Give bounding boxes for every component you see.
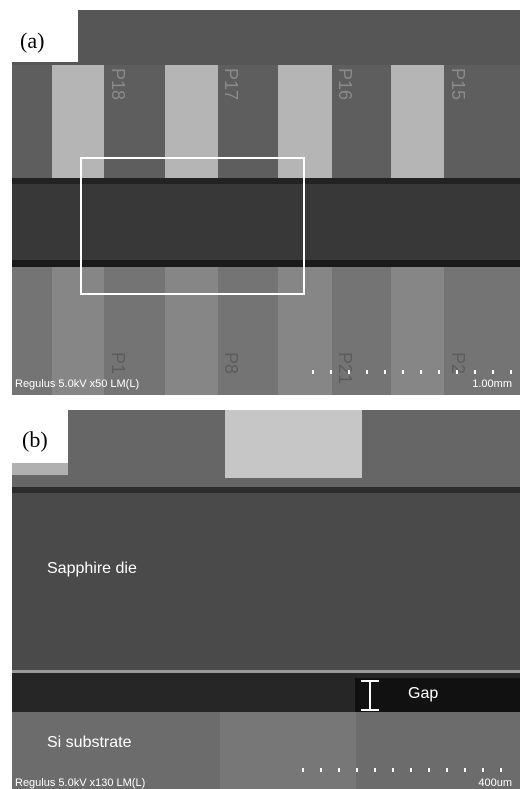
- figure: P18 P17 P16 P15 P1 P8 P21 P2 Regulus 5.0…: [0, 0, 520, 789]
- pad: [391, 65, 444, 180]
- gap-label: Gap: [408, 685, 438, 702]
- pad-label: P8: [221, 352, 241, 374]
- info-bar: Regulus 5.0kV x130 LM(L): [15, 777, 145, 789]
- pad-label: P16: [335, 68, 355, 100]
- pad-label: P15: [448, 68, 468, 100]
- die: [12, 180, 520, 265]
- panel-label: (b): [22, 427, 48, 452]
- panel-b: Sapphire die Si substrate Gap Regulus 5.…: [0, 410, 520, 789]
- edge: [12, 178, 520, 184]
- pad: [52, 65, 104, 180]
- pad-label: P1: [108, 352, 128, 374]
- panel-label: (a): [20, 28, 44, 53]
- substrate-label: Si substrate: [47, 734, 132, 751]
- pad: [165, 65, 218, 180]
- edge: [12, 670, 520, 673]
- die: [12, 493, 520, 672]
- edge: [12, 260, 520, 267]
- scale-label: 1.00mm: [472, 378, 512, 390]
- pad: [391, 267, 444, 395]
- pad: [52, 267, 104, 395]
- pad: [165, 267, 218, 395]
- pad-label: P18: [108, 68, 128, 100]
- pad: [225, 410, 362, 478]
- edge: [12, 487, 520, 493]
- pad: [220, 712, 356, 789]
- pad-label: P17: [221, 68, 241, 100]
- pad-label: P21: [335, 352, 355, 384]
- scale-label: 400um: [478, 777, 512, 789]
- info-bar: Regulus 5.0kV x50 LM(L): [15, 378, 139, 390]
- die-label: Sapphire die: [47, 560, 137, 577]
- panel-a: P18 P17 P16 P15 P1 P8 P21 P2 Regulus 5.0…: [0, 0, 520, 395]
